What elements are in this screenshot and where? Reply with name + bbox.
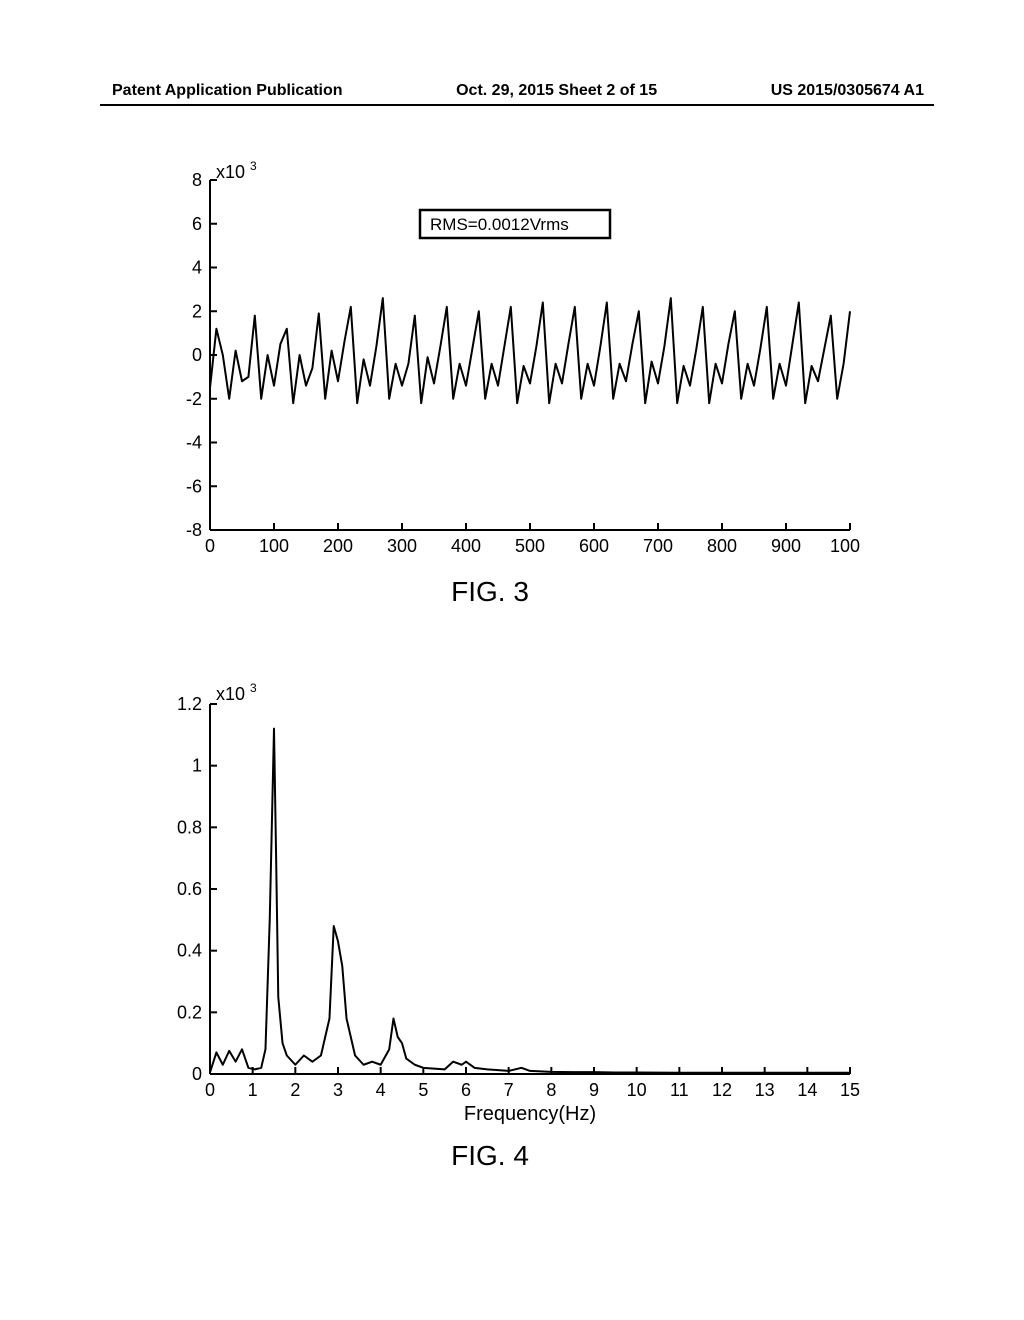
svg-text:100: 100 [259, 536, 289, 556]
svg-text:3: 3 [333, 1080, 343, 1100]
svg-text:8: 8 [546, 1080, 556, 1100]
svg-text:6: 6 [192, 214, 202, 234]
header-mid: Oct. 29, 2015 Sheet 2 of 15 [456, 82, 657, 100]
svg-text:-8: -8 [186, 520, 202, 540]
svg-text:8: 8 [192, 170, 202, 190]
page: Patent Application Publication Oct. 29, … [0, 0, 1024, 1320]
svg-text:-2: -2 [186, 389, 202, 409]
svg-text:14: 14 [797, 1080, 817, 1100]
svg-text:4: 4 [192, 258, 202, 278]
fig4-chart: 00.20.40.60.811.20123456789101112131415x… [150, 680, 860, 1134]
svg-text:x10: x10 [216, 162, 245, 182]
svg-text:600: 600 [579, 536, 609, 556]
svg-text:7: 7 [504, 1080, 514, 1100]
svg-text:0: 0 [205, 536, 215, 556]
fig3-chart: -8 -6 -4 -2 0 2 4 6 8 0 100 200 300 400 500 600 700 800 90… [150, 160, 860, 570]
svg-text:Frequency(Hz): Frequency(Hz) [464, 1103, 596, 1125]
svg-text:1: 1 [248, 1080, 258, 1100]
svg-text:700: 700 [643, 536, 673, 556]
svg-text:15: 15 [840, 1080, 860, 1100]
svg-text:1: 1 [192, 756, 202, 776]
svg-text:6: 6 [461, 1080, 471, 1100]
header-left: Patent Application Publication [112, 82, 343, 100]
svg-text:12: 12 [712, 1080, 732, 1100]
svg-text:0.8: 0.8 [177, 817, 202, 837]
svg-text:900: 900 [771, 536, 801, 556]
svg-text:10: 10 [627, 1080, 647, 1100]
svg-text:0: 0 [205, 1080, 215, 1100]
svg-text:1.2: 1.2 [177, 694, 202, 714]
svg-text:2: 2 [192, 301, 202, 321]
svg-text:3: 3 [250, 160, 257, 173]
svg-text:13: 13 [755, 1080, 775, 1100]
fig4-caption: FIG. 4 [150, 1140, 830, 1172]
svg-text:3: 3 [250, 681, 257, 695]
figure-4: 00.20.40.60.811.20123456789101112131415x… [150, 680, 830, 1172]
svg-text:500: 500 [515, 536, 545, 556]
svg-text:200: 200 [323, 536, 353, 556]
svg-text:400: 400 [451, 536, 481, 556]
fig3-caption: FIG. 3 [150, 576, 830, 608]
svg-text:-4: -4 [186, 433, 202, 453]
svg-text:800: 800 [707, 536, 737, 556]
header-rule [100, 104, 934, 106]
svg-text:4: 4 [376, 1080, 386, 1100]
svg-text:9: 9 [589, 1080, 599, 1100]
svg-text:-6: -6 [186, 476, 202, 496]
svg-text:0.2: 0.2 [177, 1002, 202, 1022]
svg-text:5: 5 [418, 1080, 428, 1100]
header-right: US 2015/0305674 A1 [771, 82, 924, 100]
page-header: Patent Application Publication Oct. 29, … [112, 82, 924, 100]
svg-text:x10: x10 [216, 684, 245, 704]
figure-3: -8 -6 -4 -2 0 2 4 6 8 0 100 200 300 400 500 600 700 800 90… [150, 160, 830, 608]
svg-text:300: 300 [387, 536, 417, 556]
svg-text:0: 0 [192, 1064, 202, 1084]
svg-text:RMS=0.0012Vrms: RMS=0.0012Vrms [430, 215, 569, 234]
svg-text:0.6: 0.6 [177, 879, 202, 899]
svg-text:0: 0 [192, 345, 202, 365]
svg-text:1000: 1000 [830, 536, 860, 556]
svg-text:2: 2 [290, 1080, 300, 1100]
svg-text:11: 11 [670, 1080, 689, 1100]
svg-text:0.4: 0.4 [177, 941, 202, 961]
